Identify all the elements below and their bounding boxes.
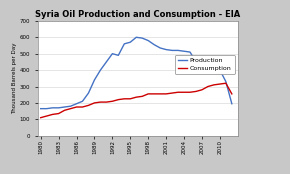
Production xyxy=(200,68,204,70)
Consumption xyxy=(128,98,132,100)
Production xyxy=(93,79,96,81)
Consumption xyxy=(188,91,192,93)
Production xyxy=(99,69,102,71)
Production xyxy=(158,47,162,49)
Production xyxy=(218,69,222,71)
Consumption xyxy=(57,113,60,115)
Title: Syria Oil Production and Consumption - EIA: Syria Oil Production and Consumption - E… xyxy=(35,10,240,19)
Consumption xyxy=(164,93,168,95)
Production xyxy=(81,100,84,102)
Consumption xyxy=(110,100,114,102)
Consumption xyxy=(218,83,222,85)
Line: Production: Production xyxy=(41,37,232,109)
Consumption xyxy=(117,99,120,101)
Production xyxy=(75,103,78,105)
Production xyxy=(230,103,233,105)
Production xyxy=(153,44,156,46)
Consumption xyxy=(200,89,204,91)
Production xyxy=(182,50,186,52)
Consumption xyxy=(224,82,228,84)
Production xyxy=(117,54,120,56)
Consumption xyxy=(39,117,42,119)
Consumption xyxy=(105,101,108,103)
Consumption xyxy=(81,106,84,108)
Consumption xyxy=(93,102,96,104)
Production xyxy=(87,92,90,94)
Production xyxy=(206,67,210,69)
Consumption xyxy=(69,108,72,110)
Consumption xyxy=(170,92,174,94)
Production xyxy=(224,81,228,83)
Production xyxy=(212,68,216,70)
Production xyxy=(194,61,198,63)
Consumption xyxy=(176,91,180,93)
Consumption xyxy=(51,113,54,115)
Consumption xyxy=(158,93,162,95)
Consumption xyxy=(135,96,138,98)
Production xyxy=(188,51,192,53)
Production xyxy=(105,61,108,63)
Production xyxy=(164,49,168,51)
Production xyxy=(69,105,72,107)
Line: Consumption: Consumption xyxy=(41,83,232,118)
Consumption xyxy=(99,101,102,103)
Production xyxy=(51,107,54,109)
Production xyxy=(39,108,42,110)
Consumption xyxy=(146,93,150,95)
Consumption xyxy=(182,91,186,93)
Production xyxy=(135,36,138,38)
Consumption xyxy=(206,85,210,88)
Consumption xyxy=(123,98,126,100)
Production xyxy=(128,41,132,43)
Production xyxy=(123,43,126,45)
Production xyxy=(110,53,114,55)
Production xyxy=(63,106,66,108)
Consumption xyxy=(45,115,48,117)
Y-axis label: Thousand Barrels per Day: Thousand Barrels per Day xyxy=(12,43,17,114)
Production xyxy=(146,39,150,42)
Consumption xyxy=(230,93,233,95)
Production xyxy=(57,107,60,109)
Production xyxy=(45,108,48,110)
Consumption xyxy=(75,106,78,108)
Consumption xyxy=(212,84,216,86)
Production xyxy=(170,49,174,52)
Legend: Production, Consumption: Production, Consumption xyxy=(175,55,235,74)
Production xyxy=(176,49,180,52)
Consumption xyxy=(63,109,66,111)
Consumption xyxy=(194,90,198,92)
Production xyxy=(140,37,144,39)
Consumption xyxy=(153,93,156,95)
Consumption xyxy=(140,95,144,97)
Consumption xyxy=(87,104,90,106)
